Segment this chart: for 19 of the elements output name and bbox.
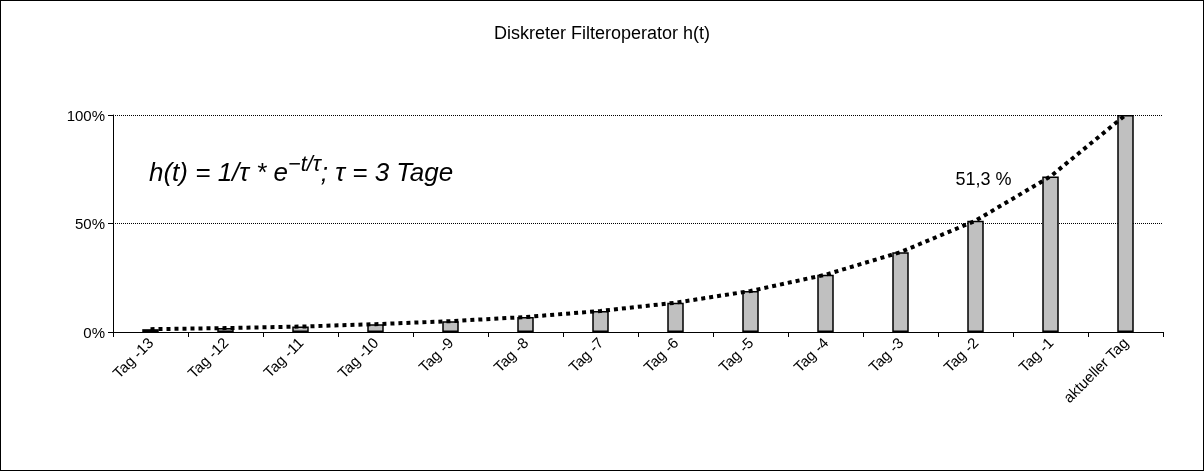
x-tick-label: Tag -2: [940, 333, 982, 376]
x-tick-label: Tag -8: [490, 333, 532, 376]
x-tick-label: Tag -6: [640, 333, 682, 376]
chart-title: Diskreter Filteroperator h(t): [493, 23, 711, 43]
y-tick-label: 100%: [66, 106, 105, 124]
x-tick-label: Tag -3: [865, 333, 907, 376]
x-tick-label: Tag -9: [415, 333, 457, 376]
x-tick-label: Tag -1: [1015, 333, 1057, 376]
annotation: 51,3 %: [955, 168, 1012, 189]
x-tick-label: Tag -7: [565, 333, 607, 376]
y-tick-label: 50%: [74, 215, 105, 232]
x-tick-label: Tag -13: [109, 333, 157, 382]
x-tick-label: Tag -4: [790, 333, 832, 376]
y-tick-label: 0%: [83, 323, 105, 341]
x-tick-label: Tag -12: [184, 333, 232, 382]
x-tick-label: Tag -10: [334, 333, 382, 382]
annotation: h(t) = 1/τ * e$^{−t/τ}$; τ = 3 Tage: [149, 151, 454, 188]
x-tick-label: Tag -5: [715, 333, 757, 376]
x-tick-label: Tag -11: [259, 333, 307, 381]
